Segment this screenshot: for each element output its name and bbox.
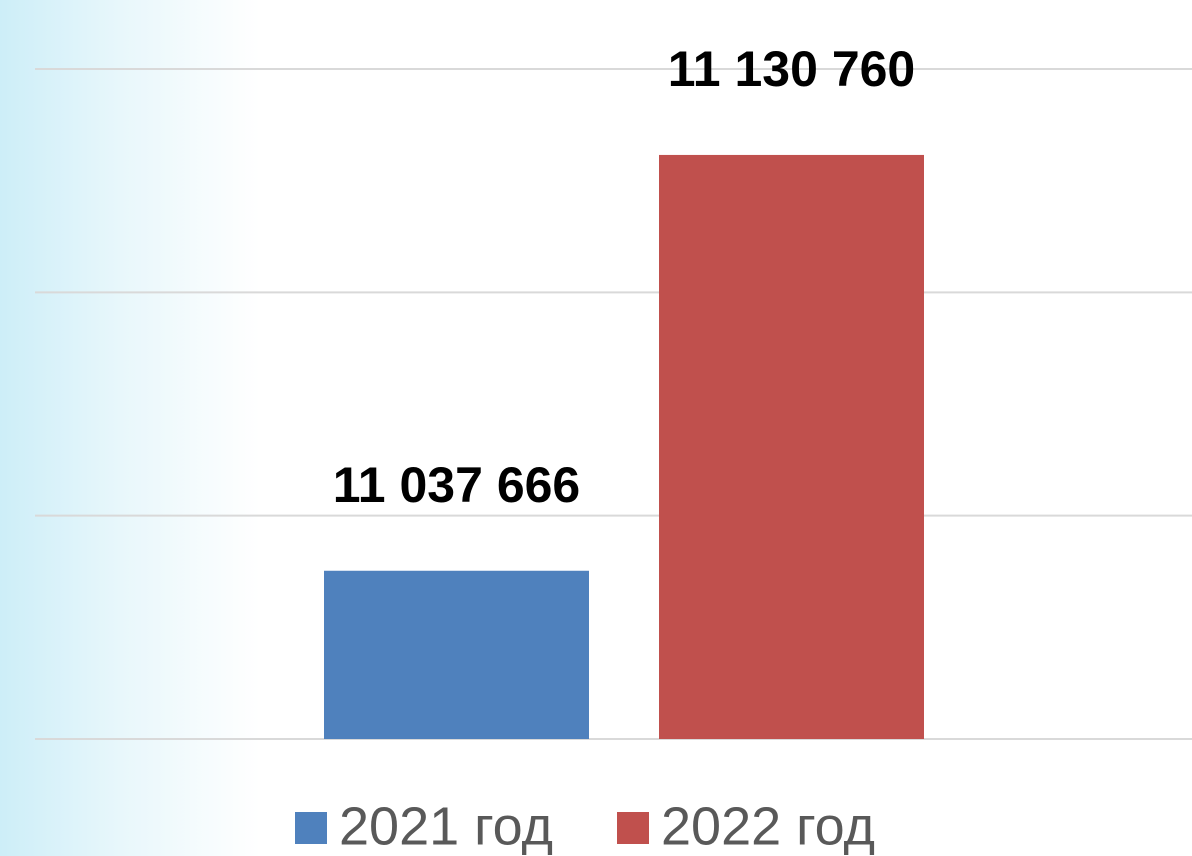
legend-label: 2021 год (339, 796, 553, 856)
bar (659, 154, 924, 739)
legend-swatch (295, 812, 327, 844)
legend-label: 2022 год (661, 796, 875, 856)
bar (324, 570, 589, 739)
legend-swatch (617, 812, 649, 844)
data-label: 11 130 760 (668, 41, 916, 97)
data-label: 11 037 666 (333, 457, 581, 513)
